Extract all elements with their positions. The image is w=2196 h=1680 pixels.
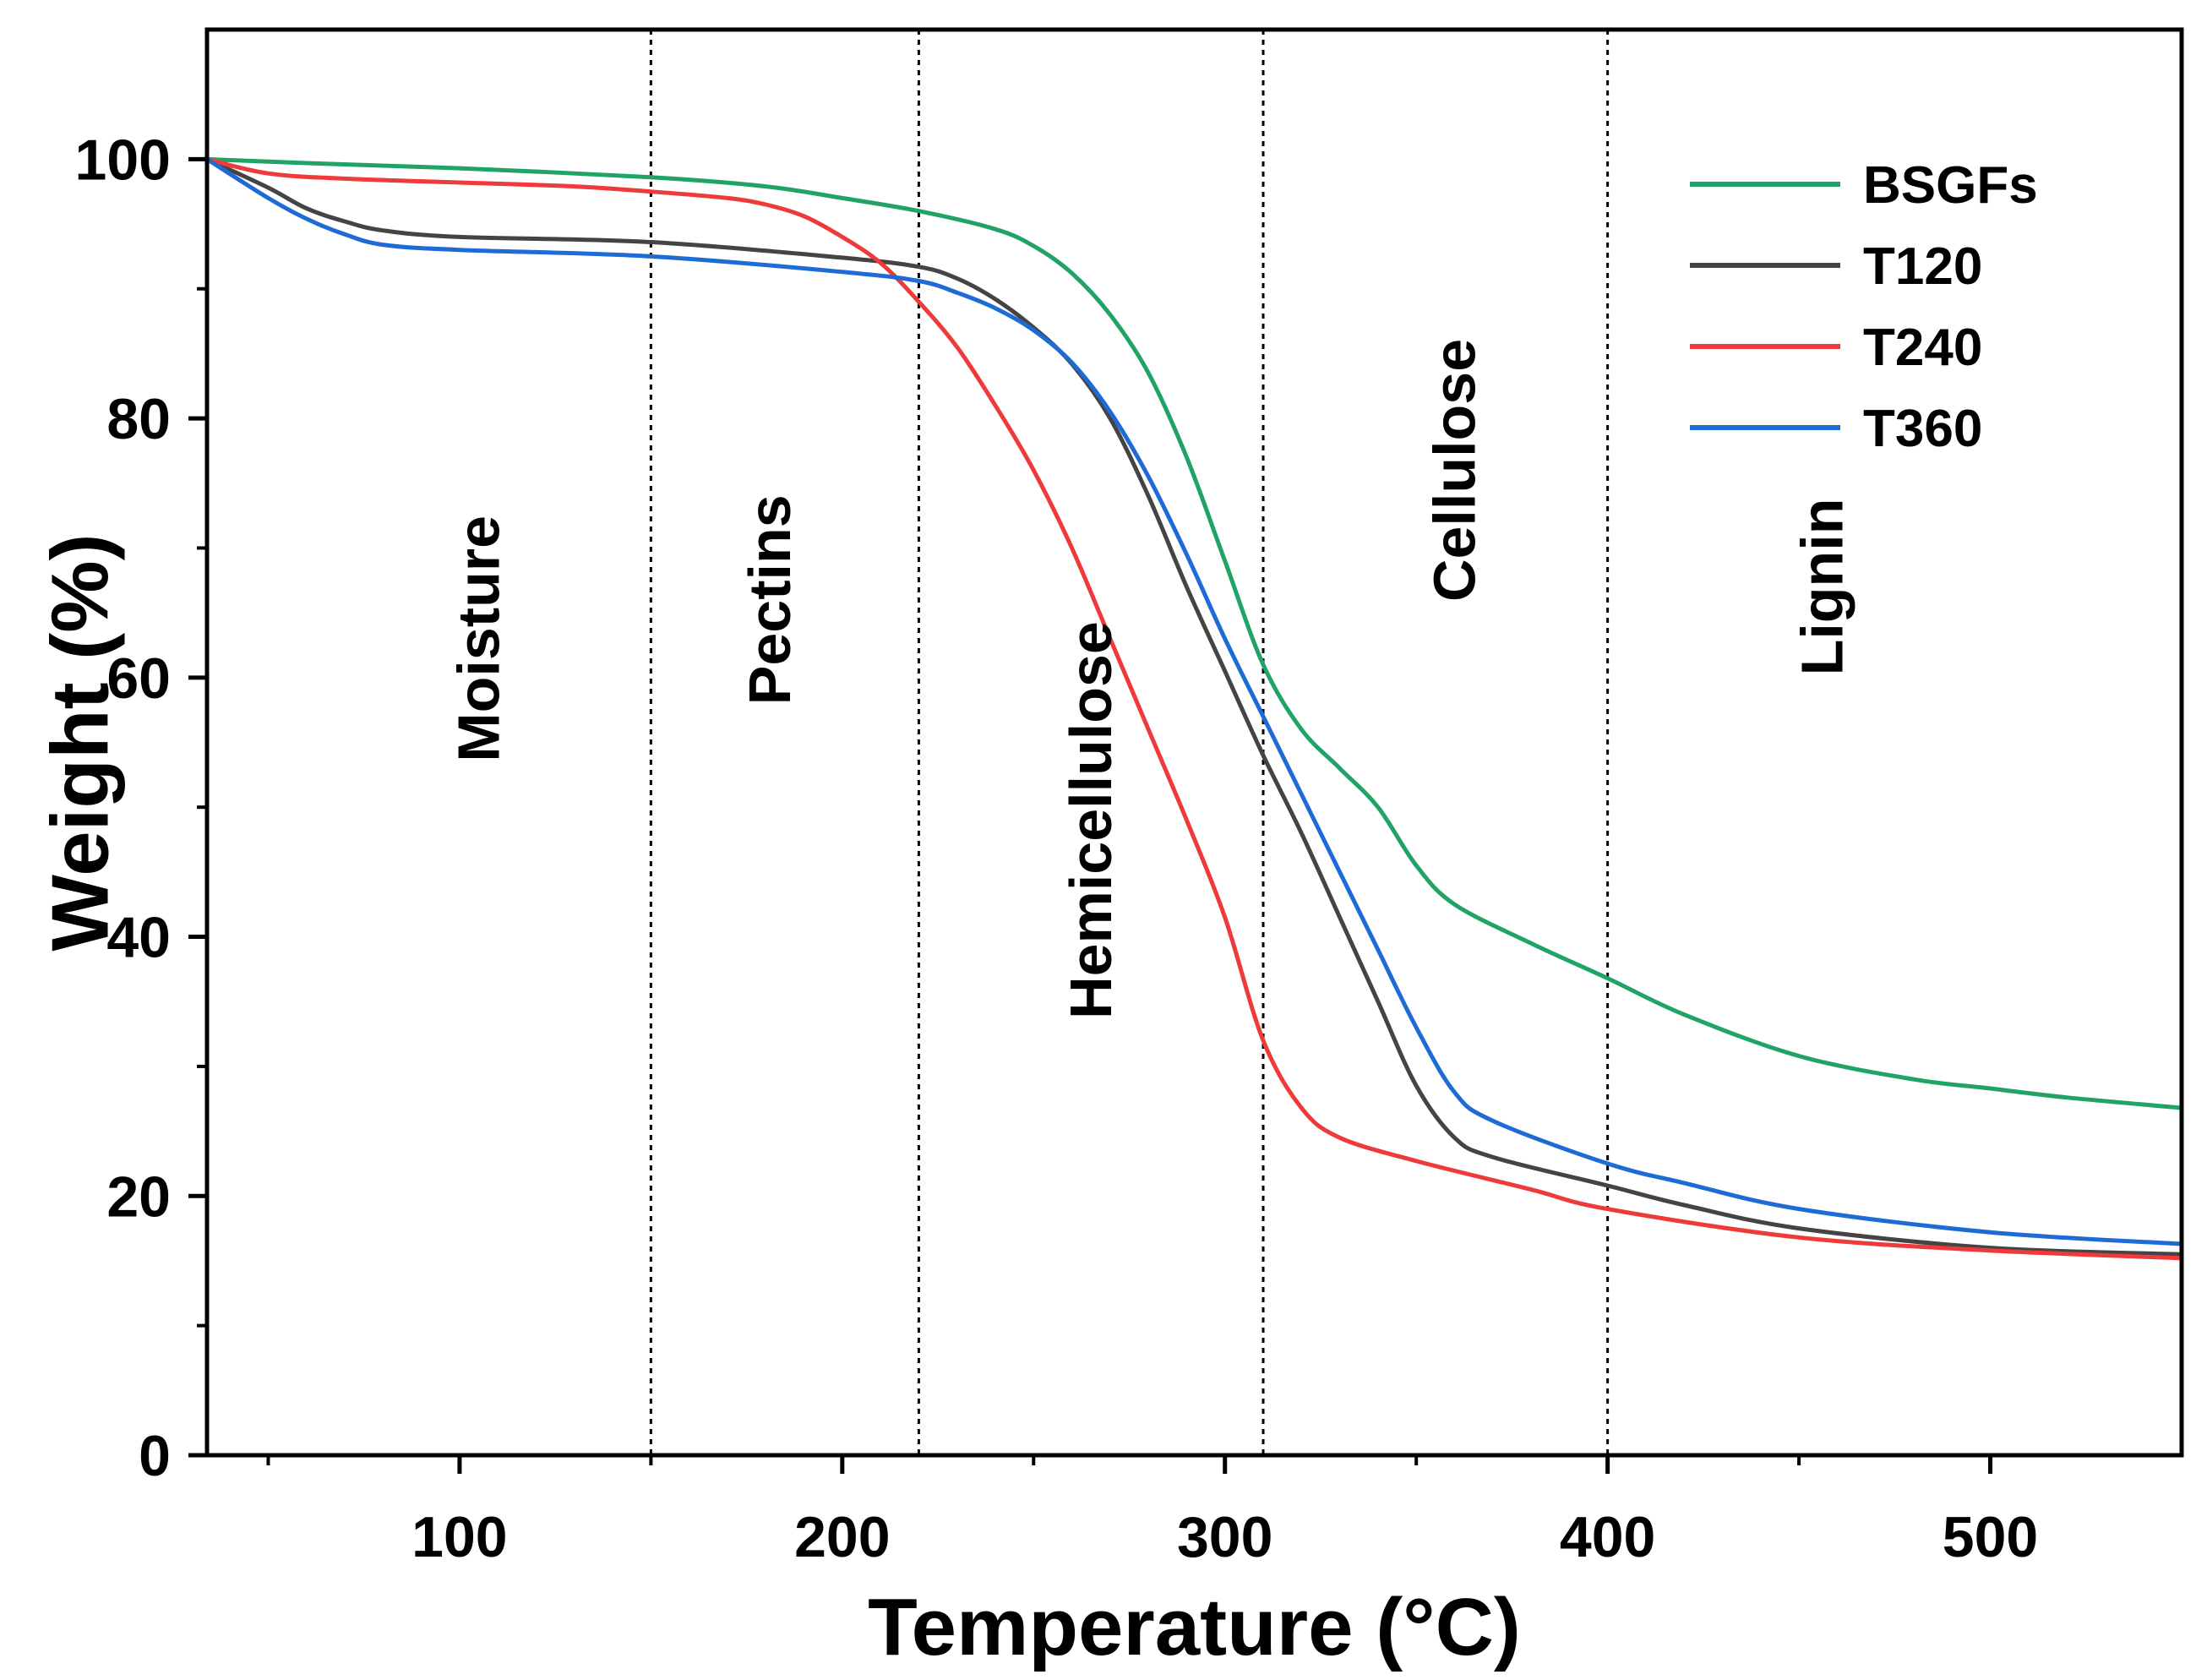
y-tick-label: 40 — [106, 906, 171, 970]
legend-label-bsgfs: BSGFs — [1863, 156, 2038, 215]
x-tick-label: 500 — [1943, 1505, 2038, 1569]
tick-labels: 100 200 300 400 500 0 20 40 60 80 100 — [75, 128, 2039, 1569]
region-labels: Moisture Pectins Hemicellulose Cellulose Lig… — [446, 339, 1855, 1019]
series-line-t240 — [204, 156, 2184, 1261]
y-tick-label: 80 — [106, 387, 171, 451]
x-tick-label: 300 — [1177, 1505, 1272, 1569]
x-tick-label: 400 — [1560, 1505, 1655, 1569]
series-line-bsgfs — [204, 156, 2184, 1110]
legend-label-t120: T120 — [1863, 237, 1982, 296]
plot-frame — [204, 27, 2184, 1458]
x-tick-label: 200 — [794, 1505, 890, 1569]
legend-label-t240: T240 — [1863, 319, 1982, 377]
series-line-t120 — [204, 156, 2184, 1257]
legend-label-t360: T360 — [1863, 400, 1982, 458]
series-curves — [204, 156, 2184, 1261]
y-tick-label: 60 — [106, 646, 171, 711]
y-tick-label: 0 — [139, 1424, 171, 1488]
region-label-hemicellulose: Hemicellulose — [1058, 621, 1124, 1019]
x-tick-label: 100 — [411, 1505, 507, 1569]
region-label-moisture: Moisture — [446, 515, 512, 762]
series-line-t360 — [204, 156, 2184, 1246]
legend: BSGFs T120 T240 T360 — [1690, 156, 2038, 458]
axis-ticks — [188, 156, 1993, 1474]
region-label-cellulose: Cellulose — [1421, 339, 1487, 602]
region-label-pectins: Pectins — [737, 494, 803, 705]
region-label-lignin: Lignin — [1789, 498, 1855, 675]
region-boundaries — [649, 30, 1610, 1455]
y-tick-label: 100 — [75, 128, 171, 192]
y-tick-label: 20 — [106, 1165, 171, 1229]
x-axis-title: Temperature (°C) — [868, 1582, 1521, 1672]
y-axis-title: Weight (%) — [35, 533, 126, 951]
